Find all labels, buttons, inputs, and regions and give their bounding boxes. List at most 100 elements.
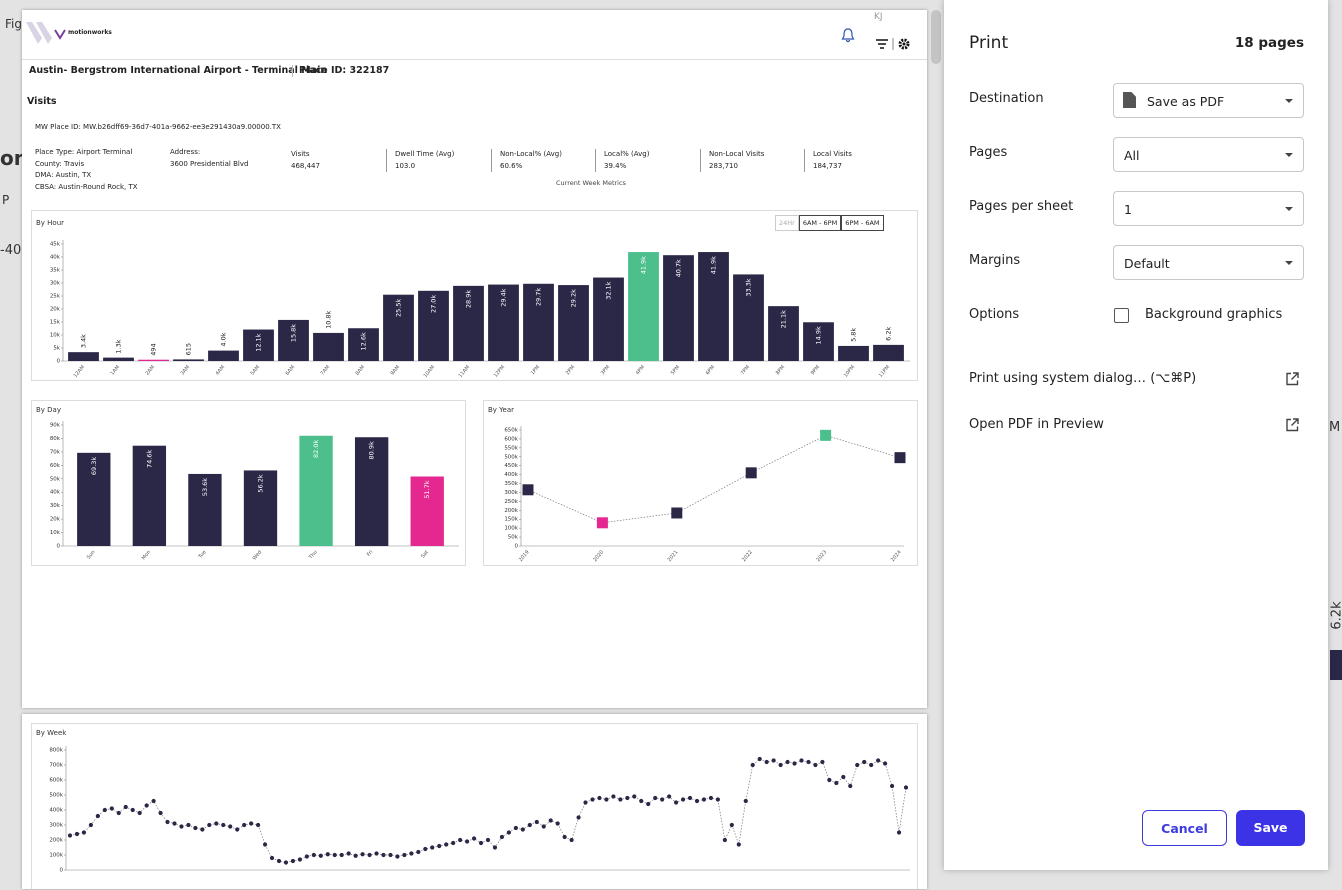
page-count: 18 pages xyxy=(1234,35,1304,51)
y-tick-label: 400k xyxy=(49,808,63,814)
section-title: Visits xyxy=(27,96,57,107)
value-label: 12.6k xyxy=(360,332,368,350)
y-tick-label: 100k xyxy=(49,853,63,859)
bar xyxy=(663,255,694,361)
value-label: 41.9k xyxy=(710,256,718,274)
marker xyxy=(848,783,853,789)
marker xyxy=(701,797,707,802)
marker xyxy=(465,839,470,844)
y-tick-label: 40k xyxy=(50,255,61,261)
select[interactable]: All xyxy=(1113,137,1304,172)
marker xyxy=(548,818,553,823)
x-tick-label: 3PM xyxy=(600,364,611,376)
marker xyxy=(799,758,804,763)
x-tick-label: 4PM xyxy=(635,364,646,376)
bar xyxy=(354,437,389,546)
marker xyxy=(200,827,205,832)
marker xyxy=(304,854,309,859)
y-tick-label: 45k xyxy=(50,242,61,248)
marker xyxy=(311,852,316,858)
x-tick-label: Sat xyxy=(420,549,430,559)
cancel-button[interactable]: Cancel xyxy=(1142,810,1227,846)
bar xyxy=(243,329,274,361)
marker xyxy=(346,851,351,856)
select[interactable]: Default xyxy=(1113,245,1304,280)
bar xyxy=(593,277,624,361)
user-initials[interactable]: KJ xyxy=(874,12,883,22)
y-tick-label: 60k xyxy=(50,463,61,469)
metric-label: Visits xyxy=(291,150,310,158)
toggle[interactable]: 24Hr xyxy=(775,215,799,231)
bar xyxy=(77,452,111,546)
marker xyxy=(596,517,608,529)
bar xyxy=(628,252,659,361)
x-tick-label: 12PM xyxy=(493,364,506,378)
marker xyxy=(771,758,776,763)
marker xyxy=(569,837,574,843)
x-tick-label: 2020 xyxy=(592,549,605,563)
marker xyxy=(534,819,539,825)
scrollbar[interactable] xyxy=(931,10,941,64)
info-line: CBSA: Austin-Round Rock, TX xyxy=(35,182,138,191)
x-tick-label: 6AM xyxy=(285,364,297,376)
value-label: 3.4k xyxy=(80,334,88,348)
marker xyxy=(102,807,107,813)
marker xyxy=(597,795,602,801)
x-tick-label: 9AM xyxy=(390,364,402,376)
y-tick-label: 5k xyxy=(53,346,60,352)
link[interactable]: Print using system dialog… (⌥⌘P) xyxy=(969,371,1197,386)
metric-divider xyxy=(595,149,596,172)
y-tick-label: 0 xyxy=(60,868,64,874)
bar xyxy=(733,274,764,361)
marker xyxy=(249,821,254,826)
bar xyxy=(410,476,444,546)
checkbox-label[interactable]: Background graphics xyxy=(1145,307,1283,322)
marker xyxy=(276,858,282,864)
external-icon[interactable] xyxy=(1285,372,1299,386)
y-tick-label: 0 xyxy=(57,544,61,550)
select[interactable]: 1 xyxy=(1113,191,1304,226)
toggle[interactable]: 6PM - 6AM xyxy=(841,215,884,231)
marker xyxy=(736,842,741,847)
metrics-caption: Current Week Metrics xyxy=(556,179,626,187)
marker xyxy=(820,759,825,765)
value-label: 6.2k xyxy=(885,327,893,341)
bell-icon[interactable] xyxy=(840,27,856,43)
x-tick-label: 5PM xyxy=(670,364,681,376)
select[interactable]: Save as PDF xyxy=(1113,83,1304,118)
y-tick-label: 70k xyxy=(50,449,61,455)
y-tick-label: 200k xyxy=(504,508,518,514)
marker xyxy=(186,822,191,828)
address-value: 3600 Presidential Blvd xyxy=(170,159,249,168)
save-button[interactable]: Save xyxy=(1236,810,1305,846)
value-label: 41.9k xyxy=(640,256,648,274)
address-label: Address: xyxy=(170,148,201,156)
value-label: 1.3k xyxy=(115,339,123,353)
marker xyxy=(522,484,534,496)
bar xyxy=(103,357,134,361)
marker xyxy=(520,827,525,832)
marker xyxy=(590,797,595,802)
bar xyxy=(698,252,729,361)
marker xyxy=(896,830,902,835)
setting-label: Options xyxy=(969,307,1020,322)
toggle[interactable]: 6AM - 6PM xyxy=(798,215,842,231)
bg-text: Fig xyxy=(5,17,22,31)
value-label: 32.1k xyxy=(605,281,613,299)
bar xyxy=(173,359,204,361)
value-label: 25.5k xyxy=(395,298,403,316)
checkbox[interactable] xyxy=(1114,308,1129,323)
toolbar-icons[interactable] xyxy=(875,37,915,51)
x-tick-label: 8PM xyxy=(775,364,786,376)
x-tick-label: Mon xyxy=(141,549,152,561)
logo xyxy=(26,22,52,44)
value-label: 494 xyxy=(150,343,158,355)
marker xyxy=(123,804,128,810)
bar xyxy=(68,352,99,361)
x-tick-label: 1AM xyxy=(110,364,122,376)
bar xyxy=(138,359,169,361)
link[interactable]: Open PDF in Preview xyxy=(969,417,1104,432)
external-icon[interactable] xyxy=(1285,418,1299,432)
place-title: Austin- Bergstrom International Airport … xyxy=(29,65,328,76)
